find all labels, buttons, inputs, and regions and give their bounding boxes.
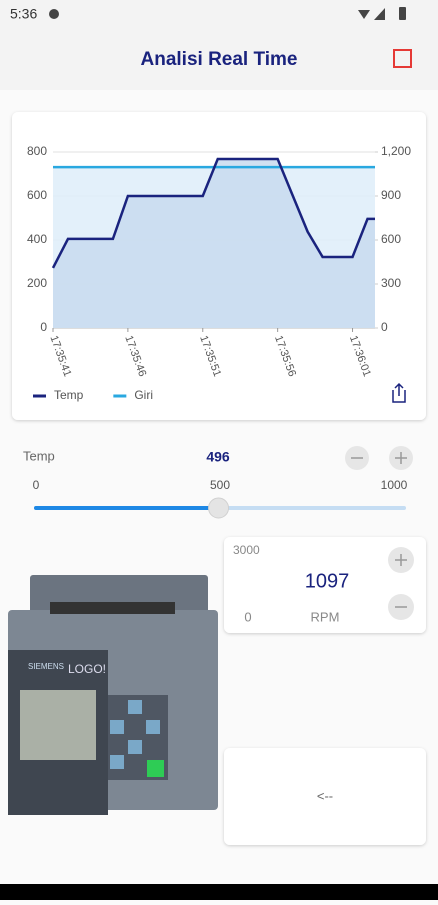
y2-tick-label: 900 (381, 188, 401, 202)
nav-bar (0, 884, 438, 900)
settings-icon (49, 9, 59, 19)
battery-icon (399, 7, 406, 20)
y2-tick-label: 1,200 (381, 144, 411, 158)
plc-key (110, 755, 124, 769)
legend-label: Temp (54, 388, 84, 402)
plc-key-ok (147, 760, 164, 777)
rpm-card (224, 537, 426, 633)
wifi-icon (358, 10, 370, 19)
plus-icon (395, 452, 407, 464)
slider-label: Temp (23, 448, 55, 463)
y-tick-label: 200 (27, 276, 47, 290)
plc-key (128, 740, 142, 754)
plc-key (146, 720, 160, 734)
rpm-max: 3000 (233, 543, 260, 557)
plc-key (128, 700, 142, 714)
y2-tick-label: 600 (381, 232, 401, 246)
app-title: Analisi Real Time (141, 49, 298, 70)
legend-label: Giri (134, 388, 153, 402)
slider-min: 0 (33, 478, 40, 492)
slider-value: 496 (206, 449, 230, 465)
top-bar (0, 0, 438, 90)
plc-display (20, 690, 96, 760)
y-tick-label: 400 (27, 232, 47, 246)
share-icon[interactable] (392, 382, 406, 403)
plc-image: SIEMENS LOGO! (8, 575, 218, 815)
back-button[interactable] (224, 748, 426, 845)
y2-tick-label: 0 (381, 320, 388, 334)
status-time: 5:36 (10, 6, 37, 22)
plc-key (110, 720, 124, 734)
y2-tick-label: 300 (381, 276, 401, 290)
slider-mid: 500 (210, 478, 230, 492)
plus-icon (395, 554, 407, 566)
plc-brand: SIEMENS (28, 662, 64, 671)
back-label: <-- (317, 788, 333, 803)
slider-thumb[interactable] (208, 497, 230, 519)
rpm-min: 0 (244, 609, 251, 624)
slider: Temp 496 0 500 1000 (23, 446, 413, 519)
y-tick-label: 0 (40, 320, 47, 334)
y-tick-label: 800 (27, 144, 47, 158)
y-tick-label: 600 (27, 188, 47, 202)
plc-model: LOGO! (68, 662, 106, 676)
series-line (51, 157, 375, 269)
rpm-unit: RPM (311, 609, 340, 624)
signal-icon (374, 8, 385, 20)
slider-max: 1000 (381, 478, 408, 492)
rpm-value: 1097 (305, 570, 350, 592)
stop-button[interactable] (393, 49, 412, 68)
plc-terminals (50, 602, 175, 614)
